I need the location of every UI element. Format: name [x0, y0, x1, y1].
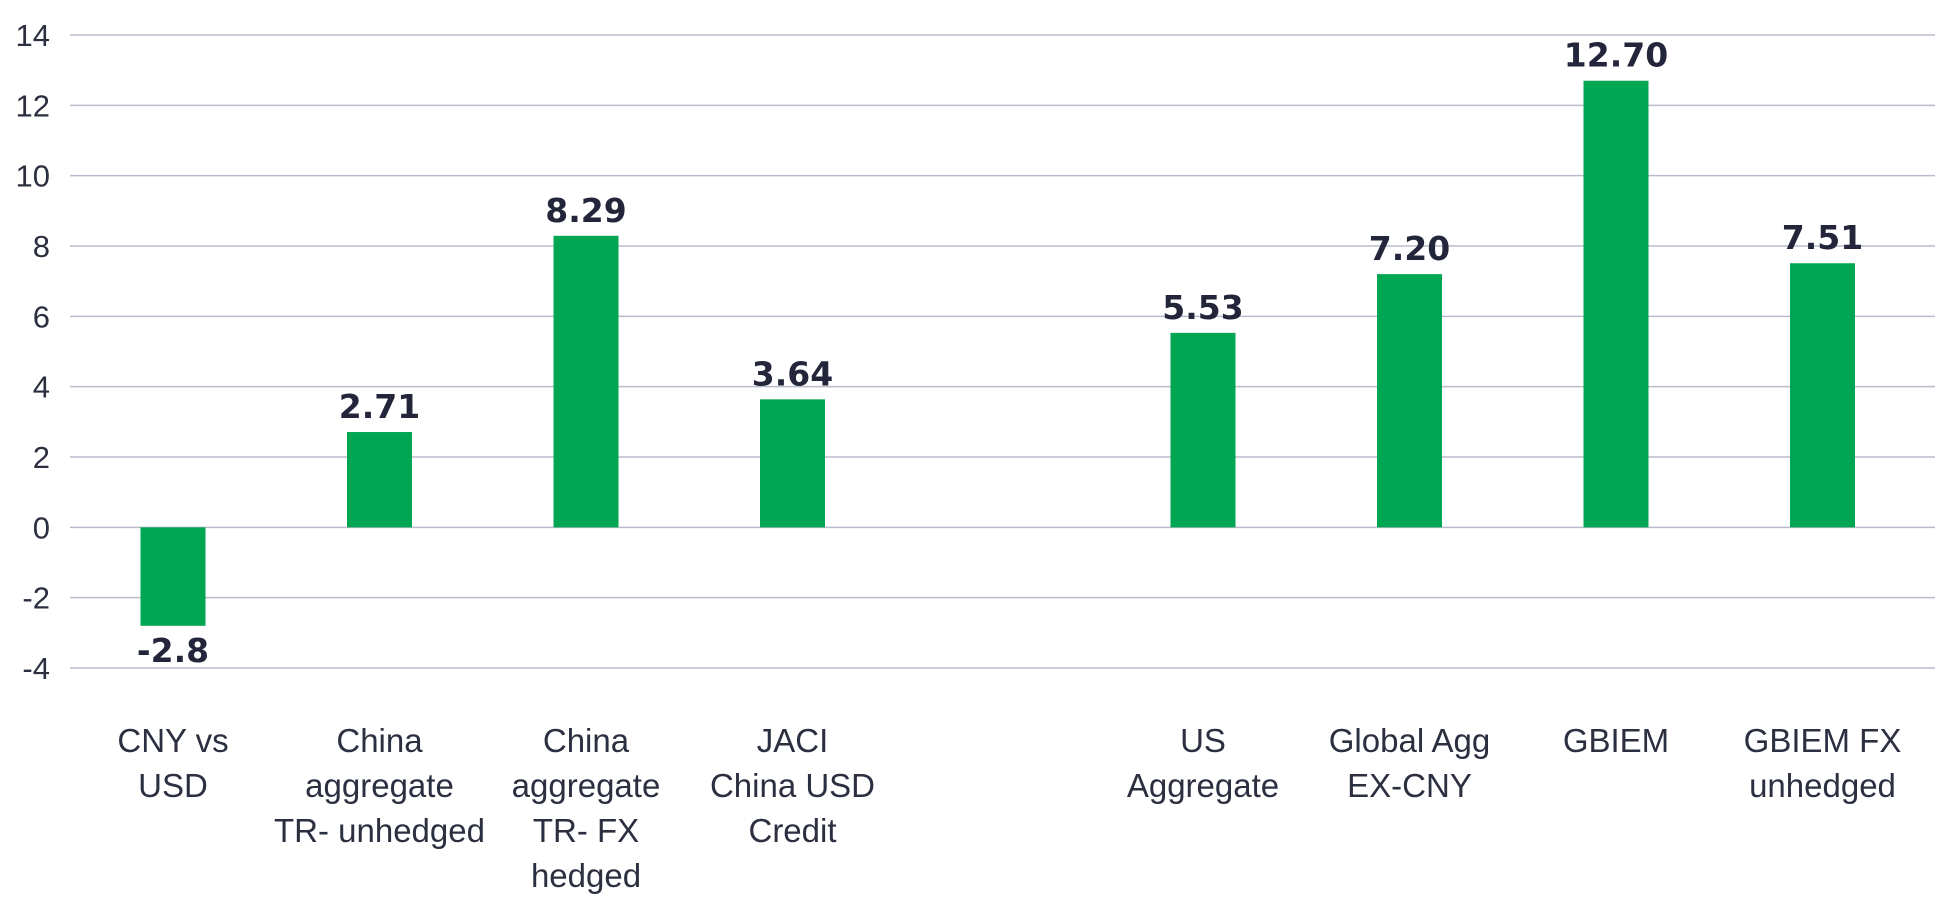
gridlines: [70, 34, 1935, 669]
bar: [553, 235, 619, 528]
category-label: JACI China USD Credit: [710, 722, 875, 849]
data-label: 7.51: [1782, 218, 1863, 257]
bars: [140, 80, 1855, 626]
data-label: 3.64: [752, 354, 833, 393]
y-tick-label: -2: [22, 581, 50, 616]
bar: [760, 399, 825, 528]
category-label: Global Agg EX-CNY: [1329, 722, 1490, 804]
bar: [1377, 274, 1442, 528]
bar: [1170, 332, 1236, 528]
y-tick-label: 0: [33, 510, 50, 545]
data-label: 2.71: [339, 387, 420, 426]
category-label: GBIEM: [1563, 722, 1669, 759]
y-tick-label: 14: [16, 18, 50, 53]
bar: [140, 527, 206, 626]
y-axis-tick-labels: -4 -2 0 2 4 6 8 10 12 14: [16, 18, 50, 686]
category-label: China aggregate TR- FX hedged: [512, 722, 661, 894]
data-label: 7.20: [1369, 229, 1450, 268]
x-axis-category-labels: CNY vs USD China aggregate TR- unhedgedChina…: [117, 722, 1901, 894]
bar: [347, 432, 412, 528]
data-labels: -2.8 2.71 8.29 3.64 5.53 7.20 12.70 7.51: [137, 36, 1863, 670]
bar: [1583, 80, 1649, 528]
category-label: US Aggregate: [1127, 722, 1279, 804]
data-label: 8.29: [545, 191, 626, 230]
category-label: GBIEM FX unhedged: [1744, 722, 1902, 804]
y-tick-label: 12: [16, 88, 50, 123]
data-label: 12.70: [1564, 36, 1668, 75]
bar: [1790, 263, 1855, 528]
y-tick-label: 6: [33, 299, 50, 334]
y-tick-label: -4: [22, 651, 50, 686]
y-tick-label: 8: [33, 229, 50, 264]
category-label: CNY vs USD: [117, 722, 228, 804]
category-label: China aggregate TR- unhedged: [274, 722, 485, 849]
y-tick-label: 4: [33, 370, 50, 405]
data-label: 5.53: [1162, 288, 1243, 327]
y-tick-label: 10: [16, 159, 50, 194]
y-tick-label: 2: [33, 440, 50, 475]
data-label: -2.8: [137, 631, 209, 670]
